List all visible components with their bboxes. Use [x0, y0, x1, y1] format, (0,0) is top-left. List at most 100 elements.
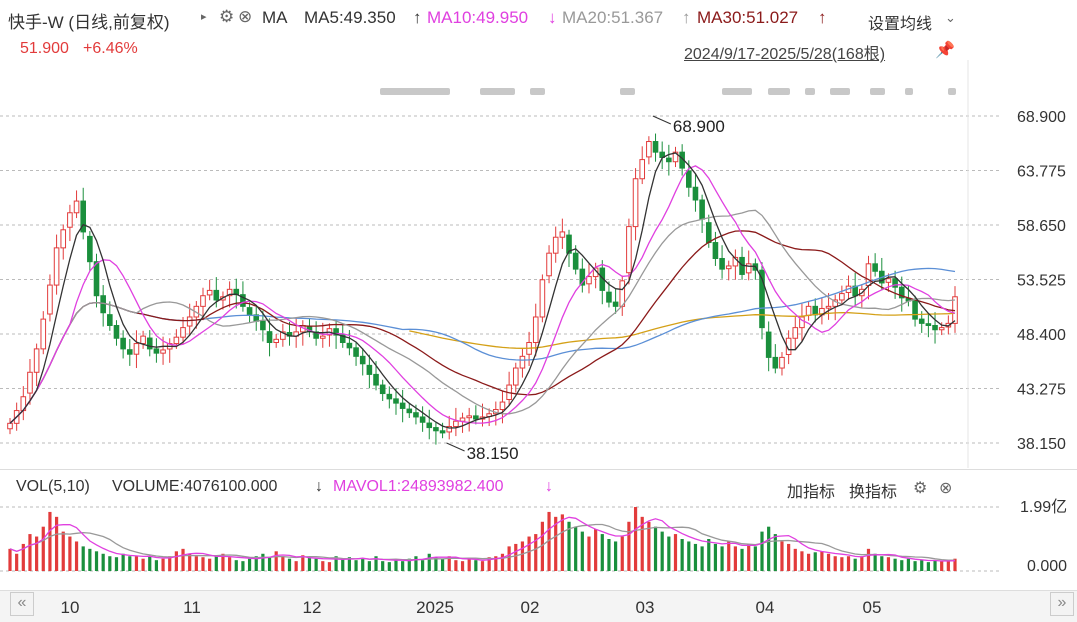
volume-bar: [194, 556, 198, 571]
expand-arrow-icon[interactable]: ▸: [201, 11, 207, 23]
volume-bar: [547, 511, 551, 571]
volume-chart[interactable]: 1.99亿 0.000: [0, 495, 1077, 590]
volume-bar: [620, 536, 624, 571]
volume-bar: [474, 560, 478, 571]
mavol1-arrow: ↓: [545, 478, 553, 495]
event-marker: [620, 88, 635, 95]
candle: [140, 335, 146, 345]
candle: [453, 420, 459, 428]
gear-icon[interactable]: ⚙: [219, 7, 235, 26]
chevron-down-icon[interactable]: ⌄: [945, 10, 956, 25]
volume-bar: [467, 558, 471, 571]
candle: [186, 316, 193, 327]
candle: [799, 316, 805, 329]
candle: [599, 267, 606, 291]
candle: [918, 318, 925, 324]
volume-bar: [494, 556, 498, 571]
candle: [779, 356, 785, 369]
panel-divider: [0, 469, 1077, 470]
volume-bar: [640, 516, 644, 571]
volume-bar: [587, 536, 591, 571]
candle: [626, 226, 632, 274]
volume-bar: [381, 561, 385, 571]
volume-bar: [88, 548, 92, 571]
volume-bar: [261, 553, 265, 571]
scroll-left-button[interactable]: «: [10, 592, 34, 616]
volume-bar: [940, 561, 944, 571]
volume-bar: [660, 531, 664, 571]
ma30-value: MA30:51.027: [697, 8, 799, 27]
volume-bar: [101, 553, 105, 571]
volume-bar: [534, 534, 538, 571]
volume-bar: [301, 555, 305, 571]
volume-bar: [460, 561, 465, 571]
candle: [80, 200, 87, 233]
volume-bar: [540, 521, 544, 571]
ma10-value: MA10:49.950: [427, 8, 529, 27]
ma5-line: [9, 152, 956, 429]
candle: [339, 334, 346, 344]
event-marker: [722, 88, 752, 95]
ma-settings-button[interactable]: 设置均线: [868, 16, 933, 33]
candle: [825, 305, 832, 309]
candle: [646, 141, 652, 158]
volume-bar: [267, 557, 272, 571]
volume-bar: [693, 543, 698, 571]
volume-bar: [247, 558, 252, 571]
candle: [413, 412, 419, 418]
volume-bar: [387, 562, 391, 571]
mavol2-line: [9, 523, 956, 561]
add-indicator-button[interactable]: 加指标: [787, 484, 836, 501]
volume-bar: [347, 557, 352, 571]
volume-bar: [254, 556, 258, 571]
gear-icon[interactable]: ⚙: [913, 480, 928, 497]
volume-bar: [653, 526, 658, 571]
volume-header: VOL(5,10) VOLUME:4076100.000 ↓ MAVOL1:24…: [0, 478, 1077, 501]
candle: [33, 348, 40, 373]
volume-bar: [780, 541, 784, 571]
ma-label: MA: [262, 8, 288, 27]
volume-bar: [161, 558, 165, 571]
candle: [107, 314, 113, 326]
volume-bar: [228, 557, 232, 571]
volume-bar: [394, 560, 398, 571]
volume-bar: [560, 514, 564, 571]
event-marker: [948, 88, 956, 95]
candle: [932, 324, 938, 331]
volume-bar: [114, 557, 119, 571]
volume-bar: [480, 561, 485, 571]
volume-bar: [221, 553, 225, 571]
volume-bar: [188, 553, 192, 571]
volume-bar: [294, 561, 298, 571]
volume-bar: [740, 548, 744, 571]
event-marker: [905, 88, 913, 95]
volume-bar: [594, 529, 598, 571]
volume-bar: [414, 556, 418, 571]
volume-bar: [214, 556, 218, 571]
candle: [519, 355, 526, 369]
candle: [892, 278, 898, 288]
candle: [406, 408, 413, 414]
pin-icon[interactable]: 📌: [935, 42, 955, 59]
volume-bar: [21, 543, 25, 571]
price-chart[interactable]: 68.900 63.775 58.650 53.525 48.400 43.275 38.1…: [0, 0, 1077, 470]
candle: [346, 342, 353, 349]
candle: [872, 263, 878, 272]
candle: [572, 252, 579, 270]
candle: [260, 320, 266, 331]
candle: [373, 373, 379, 386]
candle: [765, 331, 772, 358]
close-icon[interactable]: ⊗: [939, 480, 953, 497]
volume-bar: [627, 521, 631, 571]
candle: [812, 305, 819, 316]
volume-bar: [747, 543, 751, 571]
candle: [313, 331, 319, 339]
scroll-right-button[interactable]: »: [1050, 592, 1074, 616]
candle: [885, 278, 892, 283]
switch-indicator-button[interactable]: 换指标: [849, 484, 898, 501]
volume-bar: [334, 556, 338, 571]
volume-bar: [933, 560, 937, 571]
volume-bar: [281, 556, 285, 571]
close-icon[interactable]: ⊗: [238, 7, 253, 26]
date-range: 2024/9/17-2025/5/28(168根): [684, 46, 886, 63]
